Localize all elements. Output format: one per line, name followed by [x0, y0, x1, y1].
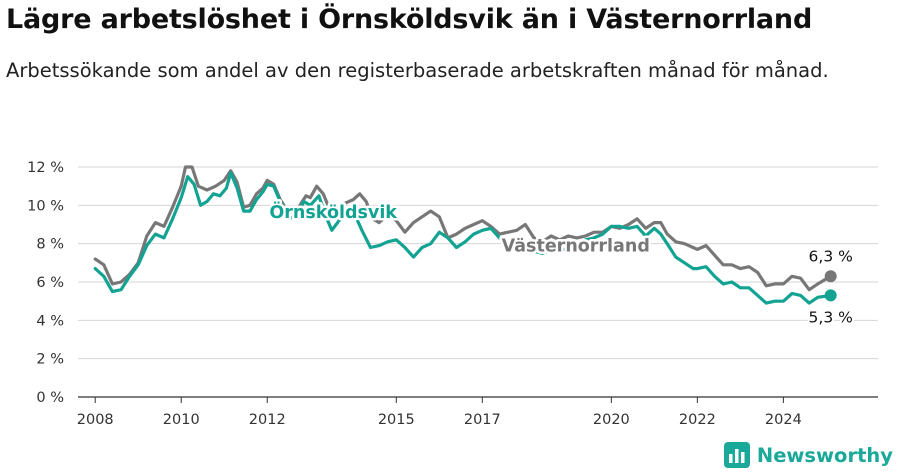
x-tick-label: 2015 [378, 412, 415, 428]
y-tick-label: 0 % [36, 390, 64, 406]
brand-footer: Newsworthy [723, 442, 893, 468]
chart-labels: Örnsköldsvik Västernorrland 6,3 % 5,3 % [267, 198, 855, 328]
x-tick-label: 2022 [679, 412, 716, 428]
series-end-point-1 [824, 289, 837, 302]
gridlines [78, 166, 878, 398]
series-label-1: Örnsköldsvik [269, 201, 397, 223]
x-tick-label: 2017 [464, 412, 501, 428]
y-tick-label: 2 % [36, 352, 64, 368]
x-tick-label: 2008 [77, 412, 114, 428]
x-tick-label: 2024 [765, 412, 802, 428]
y-axis-ticks: 0 % 2 % 4 % 6 % 8 % 10 % 12 % [27, 160, 64, 406]
series-line-0 [93, 165, 833, 292]
x-tick-label: 2012 [249, 412, 286, 428]
y-tick-label: 4 % [36, 313, 64, 329]
y-tick-label: 8 % [36, 237, 64, 253]
x-tick-label: 2010 [163, 412, 200, 428]
series-label-0: Västernorrland [502, 236, 650, 256]
end-value-label-0: 6,3 % [809, 247, 853, 265]
chart-series [93, 165, 837, 305]
y-tick-label: 6 % [36, 275, 64, 291]
brand-name: Newsworthy [756, 443, 893, 467]
newsworthy-logo-icon [723, 442, 750, 468]
y-tick-label: 10 % [27, 198, 64, 214]
series-end-point-0 [824, 270, 837, 283]
chart-subtitle: Arbetssökande som andel av den registerb… [6, 59, 829, 82]
x-tick-label: 2020 [593, 412, 630, 428]
chart-title: Lägre arbetslöshet i Örnsköldsvik än i V… [6, 4, 813, 35]
end-value-label-1: 5,3 % [809, 308, 853, 326]
x-axis: 2008 2010 2012 2015 2017 2020 2022 2024 [77, 397, 802, 428]
y-tick-label: 12 % [27, 160, 64, 176]
series-line-1 [93, 171, 833, 305]
